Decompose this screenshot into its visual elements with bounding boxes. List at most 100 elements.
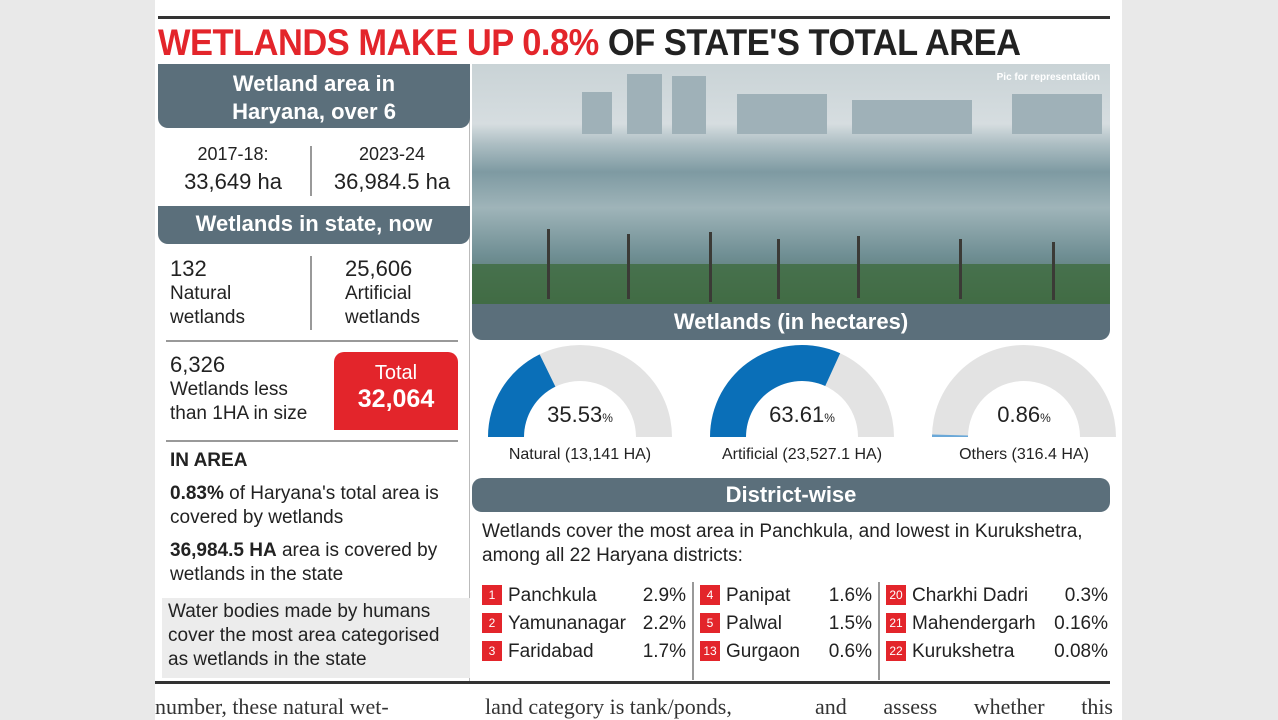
gauge-arc [488, 345, 672, 437]
rank-badge: 13 [700, 641, 720, 661]
district-name: Gurgaon [726, 641, 800, 662]
gauge-fill [488, 354, 556, 437]
gauge-arc [710, 345, 894, 437]
year-2023-label: 2023-24 [358, 144, 426, 164]
district-row: 5 Palwal 1.5% [700, 610, 872, 638]
rank-badge: 1 [482, 585, 502, 605]
bottom-rule [155, 681, 1110, 684]
in-area-p1: 0.83% of Haryana's total area is covered… [170, 482, 460, 530]
rank-badge: 4 [700, 585, 720, 605]
in-area-heading: IN AREA [170, 450, 248, 471]
district-row: 4 Panipat 1.6% [700, 582, 872, 610]
divider [310, 146, 312, 196]
district-pct: 2.2% [642, 613, 686, 634]
gauge-value: 35.53% [547, 402, 613, 427]
district-row: 21 Mahendergarh 0.16% [886, 610, 1108, 638]
gauge-fill [932, 434, 969, 437]
artificial-count: 25,606 Artificial wetlands [345, 256, 445, 330]
gauge-fill [710, 345, 841, 437]
rank-badge: 5 [700, 613, 720, 633]
article-col-1: number, these natural wet- [155, 694, 389, 719]
year-2017-label: 2017-18: [197, 144, 269, 164]
district-name: Panipat [726, 585, 791, 606]
wetland-photo: Pic for representation [472, 64, 1110, 304]
divider [878, 582, 880, 680]
district-row: 2 Yamunanagar 2.2% [482, 610, 686, 638]
gauge-label: Others (316.4 HA) [959, 446, 1089, 463]
headline-black: OF STATE'S TOTAL AREA [598, 22, 1021, 63]
district-name: Faridabad [508, 641, 594, 662]
district-name: Mahendergarh [912, 613, 1036, 634]
gauge-label: Artificial (23,527.1 HA) [721, 446, 883, 463]
district-row: 13 Gurgaon 0.6% [700, 638, 872, 666]
infographic: WETLANDS MAKE UP 0.8% OF STATE'S TOTAL A… [155, 0, 1122, 720]
district-row: 3 Faridabad 1.7% [482, 638, 686, 666]
rank-badge: 2 [482, 613, 502, 633]
district-row: 22 Kurukshetra 0.08% [886, 638, 1108, 666]
artificial-label: Artificial wetlands [345, 283, 420, 328]
district-pct: 1.7% [642, 641, 686, 662]
gauge-value: 63.61% [769, 402, 835, 427]
year-2017: 2017-18: 33,649 ha [158, 144, 308, 195]
rank-badge: 22 [886, 641, 906, 661]
p2-text: area is covered by wetlands in the state [170, 540, 438, 585]
rank-badge: 20 [886, 585, 906, 605]
gauge-arc [932, 345, 1116, 437]
note-box: Water bodies made by humans cover the mo… [162, 598, 470, 678]
natural-label: Natural wetlands [170, 283, 245, 328]
district-row: 1 Panchkula 2.9% [482, 582, 686, 610]
top-rule [158, 16, 1110, 19]
left-panel: Wetland area in Haryana, over 6 years 20… [158, 64, 470, 681]
total-label: Total [374, 362, 418, 384]
district-name: Yamunanagar [508, 613, 626, 634]
district-intro: Wetlands cover the most area in Panchkul… [482, 521, 1083, 566]
year-2017-value: 33,649 ha [184, 169, 282, 194]
photo-caption: Pic for representation [996, 72, 1100, 83]
rank-badge: 21 [886, 613, 906, 633]
gauge-track [932, 345, 1116, 437]
district-pct: 0.6% [828, 641, 872, 662]
district-pct: 0.3% [1064, 585, 1108, 606]
small-wetlands: 6,326 Wetlands less than 1HA in size [170, 352, 330, 426]
district-name: Charkhi Dadri [912, 585, 1029, 606]
gauge-others: 0.86% Others (316.4 HA) [924, 340, 1124, 475]
gauge-label: Natural (13,141 HA) [508, 446, 652, 463]
area-header: Wetland area in Haryana, over 6 years [158, 64, 470, 152]
small-label: Wetlands less than 1HA in size [170, 379, 308, 424]
divider [692, 582, 694, 680]
divider [166, 440, 458, 442]
district-pct: 2.9% [642, 585, 686, 606]
district-pct: 1.5% [828, 613, 872, 634]
headline-red: WETLANDS MAKE UP 0.8% [158, 22, 599, 63]
divider [310, 256, 312, 330]
district-pct: 0.16% [1054, 613, 1108, 634]
gauge-row: 35.53% Natural (13,141 HA) 63.61% Artifi… [472, 340, 1116, 475]
gauge-natural: 35.53% Natural (13,141 HA) [480, 340, 680, 475]
p1-bold: 0.83% [170, 483, 224, 504]
district-name: Panchkula [508, 585, 597, 606]
article-col-3: and assess whether this [815, 694, 1113, 719]
small-number: 6,326 [170, 352, 226, 377]
gauge-artificial: 63.61% Artificial (23,527.1 HA) [702, 340, 902, 475]
in-area-p2: 36,984.5 HA area is covered by wetlands … [170, 539, 460, 587]
p1-text: of Haryana's total area is covered by we… [170, 483, 439, 528]
artificial-number: 25,606 [345, 256, 413, 281]
district-column: 4 Panipat 1.6% 5 Palwal 1.5% 13 Gurgaon 0.6% [700, 582, 872, 666]
gauge-value: 0.86% [997, 402, 1051, 427]
district-name: Palwal [726, 613, 782, 634]
total-badge: Total 32,064 [334, 352, 458, 430]
district-name: Kurukshetra [912, 641, 1015, 662]
district-column: 1 Panchkula 2.9% 2 Yamunanagar 2.2% 3 Faridabad… [482, 582, 686, 666]
gauge-header: Wetlands (in hectares) [472, 304, 1110, 340]
district-pct: 0.08% [1054, 641, 1108, 662]
headline: WETLANDS MAKE UP 0.8% OF STATE'S TOTAL A… [158, 22, 1021, 64]
total-value: 32,064 [357, 385, 435, 413]
natural-count: 132 Natural wetlands [170, 256, 270, 330]
natural-number: 132 [170, 256, 207, 281]
p2-bold: 36,984.5 HA [170, 540, 277, 561]
district-row: 20 Charkhi Dadri 0.3% [886, 582, 1108, 610]
article-col-2: land category is tank/ponds, [485, 694, 732, 719]
district-pct: 1.6% [828, 585, 872, 606]
district-column: 20 Charkhi Dadri 0.3% 21 Mahendergarh 0.16% 22… [886, 582, 1108, 666]
divider [166, 340, 458, 342]
